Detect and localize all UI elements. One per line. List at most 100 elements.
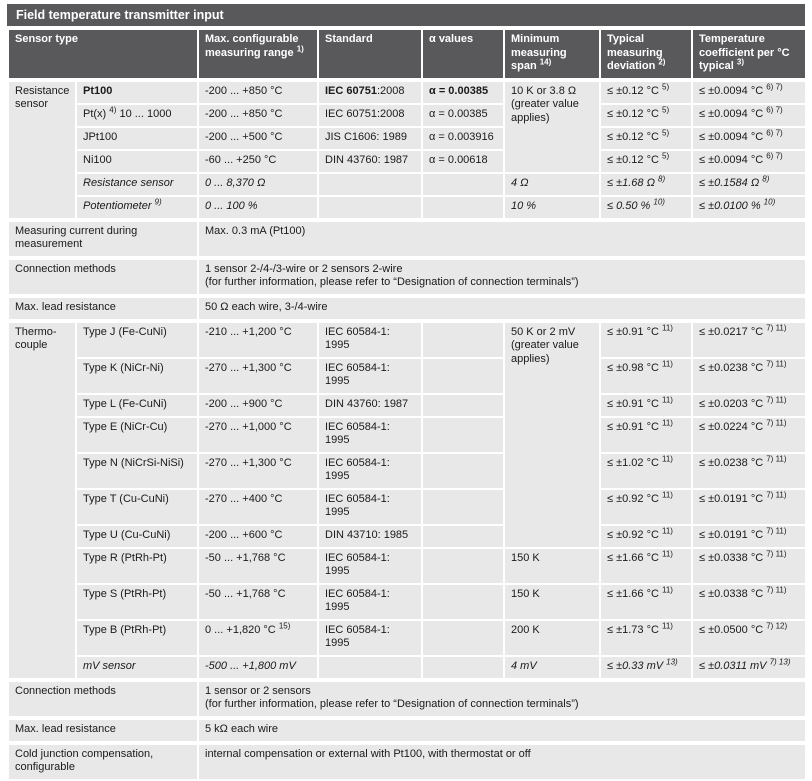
cell-standard: IEC 60584-1: 1995 — [317, 356, 423, 395]
cell-coefficient: ≤ ±0.0238 °C 7) 11) — [691, 451, 807, 490]
row-label: Measuring current during measurement — [7, 217, 199, 259]
cell-measuring-range: -210 ... +1,200 °C — [197, 318, 319, 359]
cell-standard: IEC 60584-1: 1995 — [317, 415, 423, 454]
cell-measuring-range: 0 ... 100 % — [197, 194, 319, 221]
cell-alpha-value: α = 0.00618 — [421, 148, 505, 174]
cell-measuring-range: 0 ... 8,370 Ω — [197, 171, 319, 197]
table-row: Measuring current during measurement Max.… — [7, 217, 807, 259]
cell-coefficient: ≤ ±0.0094 °C 6) 7) — [691, 125, 807, 151]
table-row: Cold junction compensation, configurable… — [7, 740, 807, 781]
row-label: Cold junction compensation, configurable — [7, 740, 199, 781]
cell-alpha-value — [421, 546, 505, 585]
cell-deviation: ≤ ±0.33 mV 13) — [599, 654, 693, 681]
cell-alpha-value: α = 0.00385 — [421, 102, 505, 128]
table-row: Thermo-couple Type J (Fe-CuNi) -210 ... +1… — [7, 318, 807, 681]
cell-info-value: 1 sensor or 2 sensors (for further infor… — [197, 677, 807, 719]
cell-standard — [317, 194, 423, 221]
spec-table: Sensor type Max. configurable measuring … — [7, 28, 807, 781]
cell-sensor-name: Pt100 — [75, 77, 199, 105]
cell-coefficient: ≤ ±0.0203 °C 7) 11) — [691, 392, 807, 418]
row-label: Max. lead resistance — [7, 293, 199, 322]
column-header-sensor-type: Sensor type — [7, 28, 199, 81]
table-row: Resistance sensor Pt100 -200 ... +850 °C IE… — [7, 77, 807, 221]
cell-coefficient: ≤ ±0.0338 °C 7) 11) — [691, 546, 807, 585]
table-row: Max. lead resistance 5 kΩ each wire — [7, 715, 807, 744]
cell-sensor-name: Type R (PtRh-Pt) — [75, 546, 199, 585]
cell-sensor-name: Potentiometer 9) — [75, 194, 199, 221]
row-label: Connection methods — [7, 255, 199, 297]
cell-coefficient: ≤ ±0.0500 °C 7) 12) — [691, 618, 807, 657]
cell-alpha-value — [421, 618, 505, 657]
table-body: Resistance sensor Pt100 -200 ... +850 °C IE… — [7, 77, 807, 781]
cell-standard: DIN 43760: 1987 — [317, 148, 423, 174]
cell-minimum-span: 200 K — [503, 618, 601, 657]
cell-measuring-range: -270 ... +1,300 °C — [197, 356, 319, 395]
table-row: Resistance sensor 0 ... 8,370 Ω 4 Ω ≤ ±1.68… — [8, 171, 807, 197]
cell-coefficient: ≤ ±0.0100 % 10) — [691, 194, 807, 221]
cell-minimum-span: 4 Ω — [503, 171, 601, 197]
cell-alpha-value — [421, 356, 505, 395]
table-row: mV sensor -500 ... +1,800 mV 4 mV ≤ ±0.33 m… — [8, 654, 807, 681]
cell-deviation: ≤ ±0.12 °C 5) — [599, 102, 693, 128]
cell-deviation: ≤ ±1.66 °C 11) — [599, 582, 693, 621]
cell-minimum-span: 10 K or 3.8 Ω (greater value applies) — [503, 77, 601, 174]
cell-coefficient: ≤ ±0.0094 °C 6) 7) — [691, 102, 807, 128]
cell-measuring-range: -50 ... +1,768 °C — [197, 582, 319, 621]
cell-standard — [317, 171, 423, 197]
cell-coefficient: ≤ ±0.0311 mV 7) 13) — [691, 654, 807, 681]
cell-minimum-span: 50 K or 2 mV (greater value applies) — [503, 318, 601, 549]
cell-measuring-range: -200 ... +900 °C — [197, 392, 319, 418]
cell-sensor-name: Type B (PtRh-Pt) — [75, 618, 199, 657]
table-row: Connection methods 1 sensor 2-/4-/3-wire … — [7, 255, 807, 297]
cell-standard: IEC 60751:2008 — [317, 102, 423, 128]
cell-standard: IEC 60584-1: 1995 — [317, 582, 423, 621]
cell-sensor-name: Type K (NiCr-Ni) — [75, 356, 199, 395]
table-row: Type K (NiCr-Ni) -270 ... +1,300 °C IEC 60… — [8, 356, 807, 395]
cell-sensor-name: Ni100 — [75, 148, 199, 174]
cell-coefficient: ≤ ±0.0217 °C 7) 11) — [691, 318, 807, 359]
cell-alpha-value — [421, 392, 505, 418]
table-row: Type L (Fe-CuNi) -200 ... +900 °C DIN 4376… — [8, 392, 807, 418]
column-header-measuring-range: Max. configurable measuring range 1) — [197, 28, 319, 81]
cell-measuring-range: -60 ... +250 °C — [197, 148, 319, 174]
table-row: JPt100 -200 ... +500 °C JIS C1606: 1989 α =… — [8, 125, 807, 151]
cell-standard: JIS C1606: 1989 — [317, 125, 423, 151]
table-row: Max. lead resistance 50 Ω each wire, 3-/4… — [7, 293, 807, 322]
cell-sensor-name: Type S (PtRh-Pt) — [75, 582, 199, 621]
cell-coefficient: ≤ ±0.0191 °C 7) 11) — [691, 487, 807, 526]
cell-alpha-value — [421, 582, 505, 621]
cell-measuring-range: -270 ... +1,300 °C — [197, 451, 319, 490]
cell-sensor-name: Pt(x) 4) 10 ... 1000 — [75, 102, 199, 128]
cell-minimum-span: 10 % — [503, 194, 601, 221]
cell-minimum-span: 150 K — [503, 582, 601, 621]
cell-sensor-name: Type T (Cu-CuNi) — [75, 487, 199, 526]
cell-alpha-value — [421, 523, 505, 549]
row-label: Connection methods — [7, 677, 199, 719]
cell-coefficient: ≤ ±0.0191 °C 7) 11) — [691, 523, 807, 549]
cell-deviation: ≤ ±0.12 °C 5) — [599, 77, 693, 105]
cell-coefficient: ≤ ±0.1584 Ω 8) — [691, 171, 807, 197]
cell-sensor-name: Type L (Fe-CuNi) — [75, 392, 199, 418]
header-row: Sensor type Max. configurable measuring … — [7, 28, 807, 81]
table-row: Type E (NiCr-Cu) -270 ... +1,000 °C IEC 60… — [8, 415, 807, 454]
cell-deviation: ≤ ±0.91 °C 11) — [599, 415, 693, 454]
table-row: Pt(x) 4) 10 ... 1000 -200 ... +850 °C IEC … — [8, 102, 807, 128]
cell-sensor-name: JPt100 — [75, 125, 199, 151]
table-row: Potentiometer 9) 0 ... 100 % 10 % ≤ 0.50 % … — [8, 194, 807, 221]
cell-minimum-span: 4 mV — [503, 654, 601, 681]
cell-sensor-name: Type J (Fe-CuNi) — [75, 318, 199, 359]
cell-alpha-value: α = 0.003916 — [421, 125, 505, 151]
cell-alpha-value — [421, 451, 505, 490]
cell-measuring-range: -200 ... +500 °C — [197, 125, 319, 151]
cell-standard — [317, 654, 423, 681]
column-header-minimum-span: Minimum measuring span 14) — [503, 28, 601, 81]
cell-alpha-value — [421, 171, 505, 197]
cell-info-value: 50 Ω each wire, 3-/4-wire — [197, 293, 807, 322]
cell-measuring-range: -270 ... +400 °C — [197, 487, 319, 526]
cell-sensor-name: mV sensor — [75, 654, 199, 681]
table-row: Type S (PtRh-Pt) -50 ... +1,768 °C IEC 605… — [8, 582, 807, 621]
cell-deviation: ≤ ±1.68 Ω 8) — [599, 171, 693, 197]
cell-sensor-name: Type E (NiCr-Cu) — [75, 415, 199, 454]
cell-alpha-value — [421, 487, 505, 526]
page-title: Field temperature transmitter input — [7, 4, 805, 26]
